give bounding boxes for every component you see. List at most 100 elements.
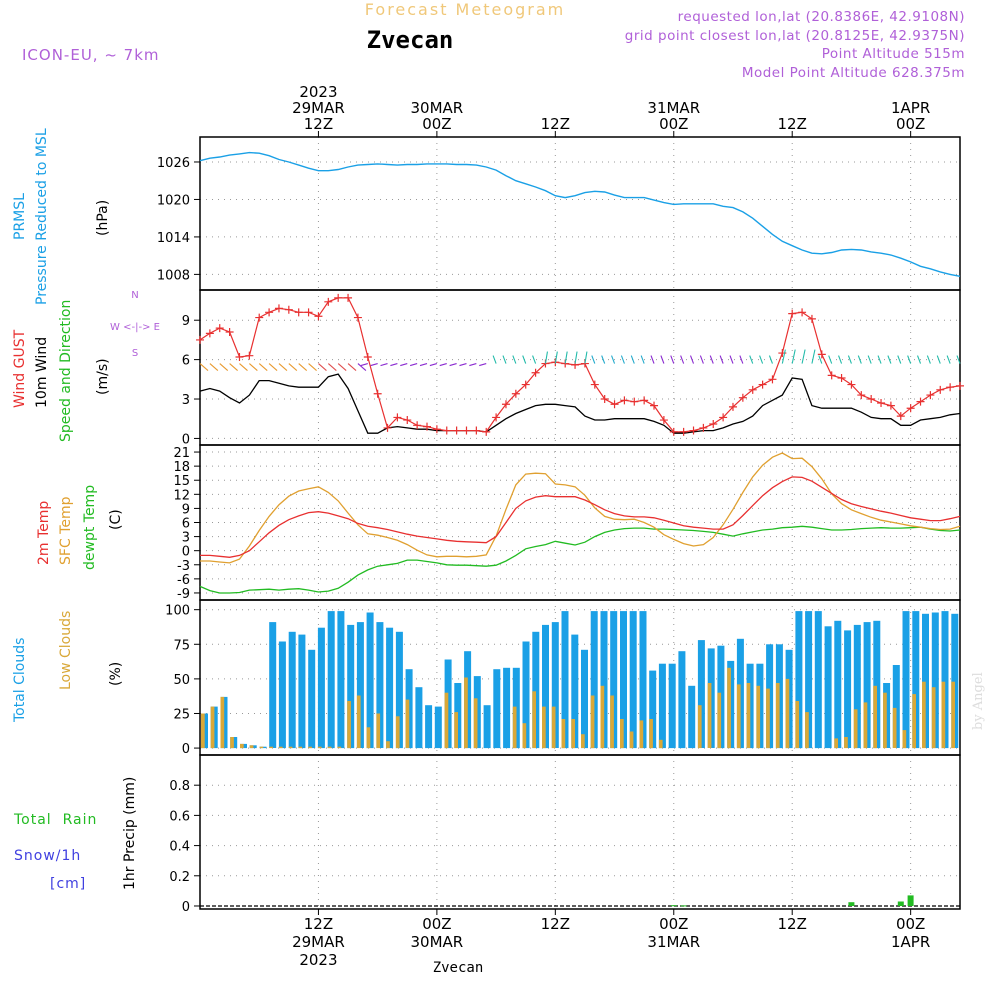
wind-direction-arrow — [502, 355, 507, 364]
low-cloud-bar — [649, 719, 653, 749]
gust-marker — [837, 374, 846, 383]
low-cloud-bar — [785, 678, 790, 749]
total-cloud-bar — [542, 624, 549, 749]
gust-marker — [758, 380, 767, 389]
top-time-label: 31MAR — [647, 99, 700, 117]
low-cloud-bar — [444, 692, 449, 749]
gust-marker — [728, 402, 737, 411]
gust-marker — [620, 396, 629, 405]
gust-marker — [363, 352, 372, 361]
low-cloud-bar — [620, 719, 624, 749]
wind-direction-arrow — [739, 355, 744, 364]
wind-direction-arrow — [449, 363, 457, 367]
gust-marker — [590, 380, 599, 389]
low-cloud-bar — [240, 743, 244, 749]
total-cloud-bar — [902, 611, 910, 749]
total-cloud-bar — [571, 634, 579, 749]
gust-marker — [709, 419, 718, 428]
gust-marker — [442, 426, 451, 435]
low-cloud-bar — [269, 746, 273, 749]
low-cloud-bar — [805, 712, 809, 749]
wind-direction-arrow — [650, 355, 655, 364]
total-cloud-bar — [600, 611, 608, 749]
wind-direction-arrow — [268, 363, 278, 371]
gust-marker — [324, 297, 333, 306]
y-tick-label: 6 — [182, 517, 190, 532]
wind-direction-arrow — [729, 355, 734, 364]
compass-icon: N W <-|-> E S — [110, 290, 160, 359]
wind-direction-arrow — [867, 355, 872, 364]
total-cloud-bar — [298, 634, 306, 749]
wind-direction-arrow — [308, 363, 317, 371]
gust-marker — [205, 329, 214, 338]
top-time-label: 12Z — [541, 115, 570, 133]
wind-direction-arrow — [357, 363, 367, 371]
panel-frame — [199, 136, 961, 291]
wind-direction-arrow — [584, 351, 588, 364]
total-cloud-bar — [278, 641, 286, 749]
wind-direction-arrow — [591, 355, 596, 364]
gust-marker — [768, 375, 777, 384]
wind-direction-arrow — [469, 363, 477, 367]
gust-marker — [383, 423, 392, 432]
top-time-label: 2023 — [299, 83, 337, 101]
pressure-label-1: PRMSL — [12, 193, 28, 240]
gust-marker — [501, 400, 510, 409]
wind-direction-arrow — [801, 349, 806, 364]
cloud-unit: (%) — [108, 662, 124, 686]
y-tick-label: -6 — [177, 573, 190, 588]
total-cloud-bar — [288, 631, 296, 749]
low-cloud-bar — [522, 723, 527, 749]
wind-direction-arrow — [409, 363, 418, 367]
gust-marker — [600, 395, 609, 404]
bottom-time-label: 00Z — [896, 915, 925, 933]
wind-direction-arrow — [857, 355, 862, 364]
wind-direction-arrow — [479, 363, 487, 367]
gust-marker — [650, 401, 659, 410]
bottom-time-label: 00Z — [659, 915, 688, 933]
total-cloud-bar — [931, 612, 939, 749]
wind-direction-arrow — [258, 363, 268, 371]
total-cloud-bar — [610, 611, 618, 749]
y-tick-label: -3 — [177, 559, 190, 574]
precip-panel: 0 0.2 0.4 0.6 0.8 — [169, 754, 961, 915]
low-cloud-bar — [873, 685, 877, 749]
gust-marker — [511, 389, 520, 398]
wind-direction-arrow — [278, 363, 288, 371]
wind-direction-arrow — [670, 355, 675, 364]
gust-marker — [877, 398, 886, 407]
total-cloud-bar — [356, 622, 364, 748]
wind-direction-arrow — [781, 349, 786, 364]
y-tick-label: 1014 — [157, 231, 190, 246]
low-cloud-bar — [883, 692, 887, 749]
total-cloud-bar — [951, 613, 959, 748]
low-cloud-bar — [775, 683, 780, 748]
low-cloud-bar — [600, 685, 605, 749]
top-time-label: 30MAR — [411, 99, 464, 117]
low-cloud-bar — [610, 695, 614, 749]
total-cloud-bar — [805, 611, 813, 749]
wind-direction-arrow — [380, 363, 388, 367]
precip-axis-label: 1hr Precip (mm) — [122, 777, 138, 890]
t2m-label: 2m Temp — [36, 501, 52, 565]
wind-direction-arrow — [327, 363, 337, 371]
total-cloud-bar — [503, 667, 511, 749]
gust-marker — [492, 413, 501, 422]
y-tick-label: 3 — [182, 393, 190, 408]
total-cloud-bar — [395, 631, 403, 749]
station-title: Zvecan — [367, 26, 454, 54]
bottom-time-label: 1APR — [891, 933, 930, 951]
gust-marker — [472, 426, 481, 435]
wind-direction-arrow — [847, 355, 852, 364]
total-cloud-bar — [678, 651, 686, 749]
y-tick-label: 1026 — [157, 156, 190, 171]
wind-direction-arrow — [818, 355, 823, 364]
y-tick-label: 25 — [173, 707, 190, 722]
total-cloud-bar — [434, 706, 442, 749]
wind-direction-arrow — [459, 363, 467, 367]
bottom-time-label: 12Z — [778, 915, 807, 933]
wind-direction-arrow — [347, 363, 357, 371]
wind-direction-arrow — [877, 355, 882, 364]
gust-marker — [353, 313, 362, 322]
